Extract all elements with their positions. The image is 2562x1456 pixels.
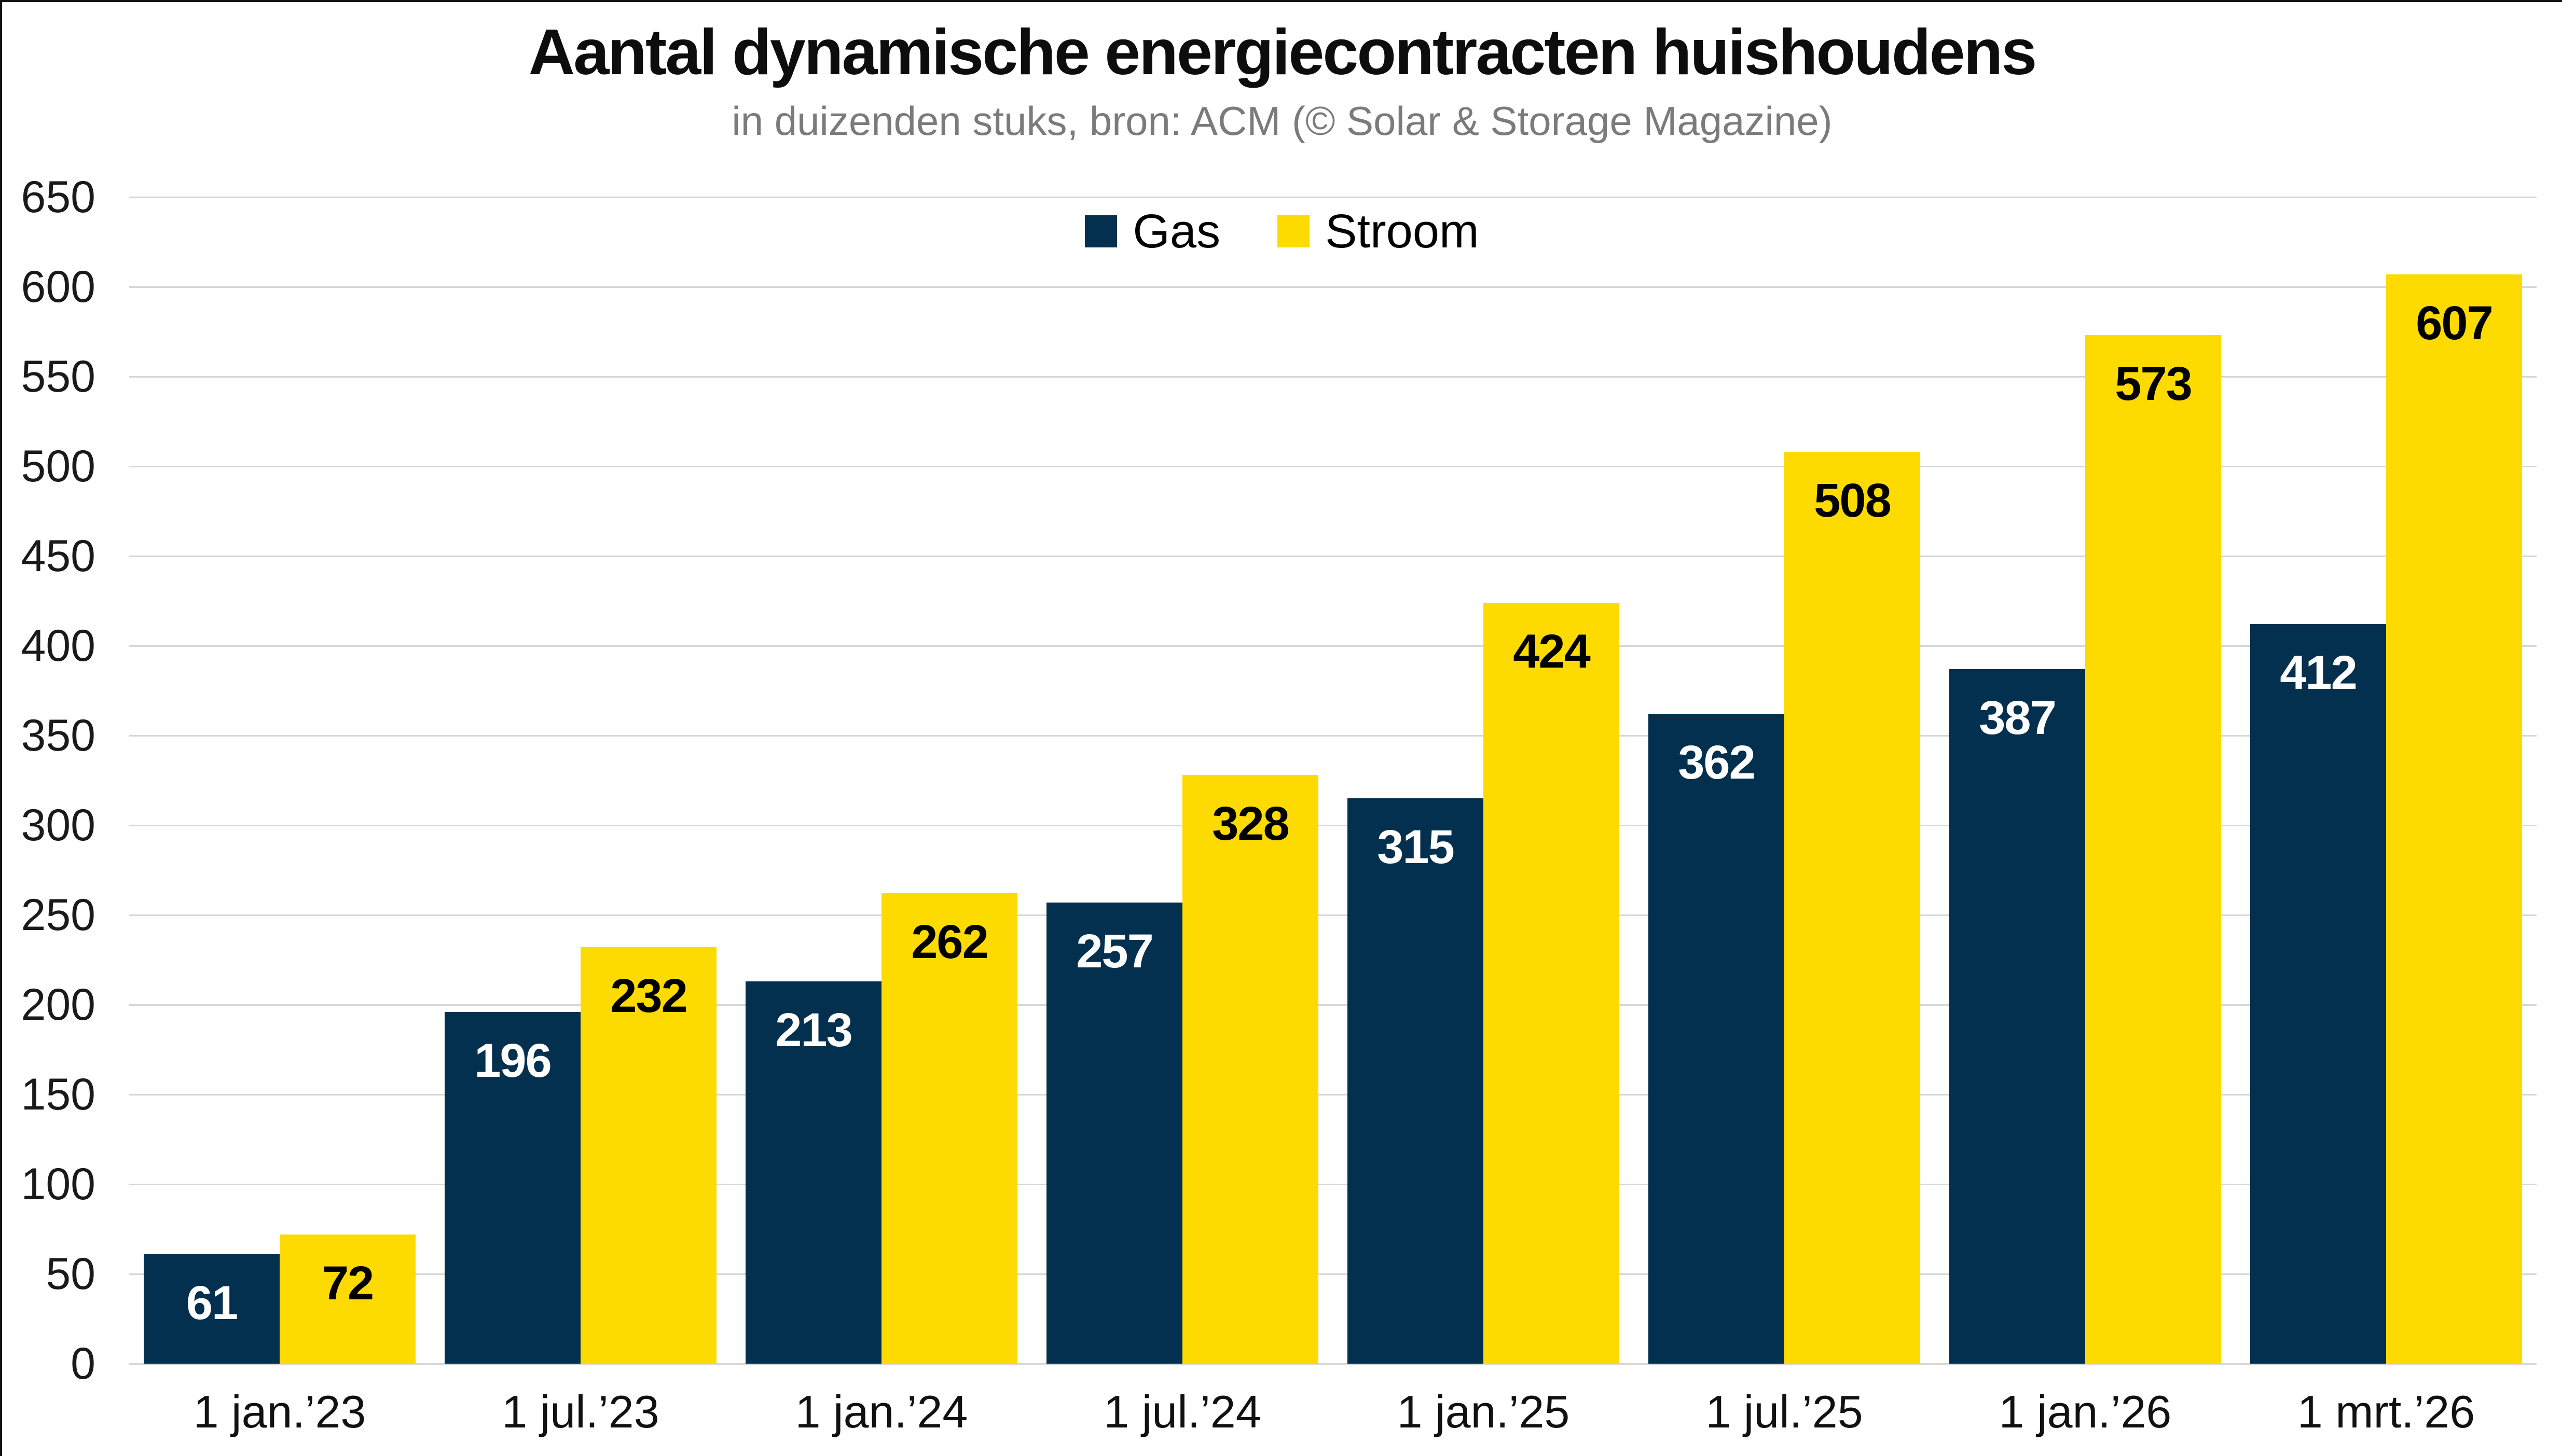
bar-value-label: 196	[474, 1034, 552, 1087]
bar-value-label: 257	[1076, 924, 1154, 978]
gridline	[129, 555, 2537, 557]
bar-gas	[144, 1254, 280, 1364]
bar-value-label: 424	[1513, 625, 1591, 678]
bar-value-label: 61	[186, 1276, 238, 1329]
bar-gas	[1648, 714, 1784, 1364]
y-tick-label: 450	[21, 531, 96, 581]
y-tick-label: 350	[21, 711, 96, 760]
gas-color-swatch	[1085, 215, 1118, 247]
bar-value-label: 315	[1377, 821, 1455, 874]
x-tick-label: 1 jul.’25	[1705, 1386, 1863, 1437]
y-tick-label: 200	[21, 980, 96, 1030]
bar-stroom	[881, 893, 1017, 1364]
bar-stroom	[1784, 452, 1920, 1364]
bar-gas	[1046, 902, 1182, 1364]
gridline	[129, 734, 2537, 737]
gridline	[129, 645, 2537, 647]
gridline	[129, 1183, 2537, 1185]
x-tick-label: 1 jan.’26	[1999, 1386, 2172, 1437]
bar-gas	[445, 1011, 581, 1364]
bar-value-label: 412	[2280, 646, 2358, 700]
x-tick-label: 1 jan.’24	[795, 1386, 968, 1437]
legend-label-stroom: Stroom	[1325, 205, 1479, 258]
gridline	[129, 914, 2537, 916]
bar-value-label: 387	[1979, 691, 2057, 744]
y-tick-label: 600	[21, 262, 96, 312]
bar-stroom	[2386, 274, 2522, 1364]
chart-legend: Gas Stroom	[2, 205, 2562, 257]
bar-stroom	[2085, 335, 2221, 1364]
gridline	[129, 376, 2537, 378]
x-tick-label: 1 jan.’25	[1397, 1386, 1570, 1437]
gridline	[129, 1004, 2537, 1006]
bar-stroom	[1483, 602, 1619, 1364]
bar-value-label: 607	[2416, 296, 2494, 350]
gridline	[129, 196, 2537, 198]
bar-gas	[1949, 669, 2085, 1364]
gridline	[129, 1363, 2537, 1365]
bar-value-label: 573	[2115, 357, 2193, 411]
gridline	[129, 286, 2537, 288]
bar-stroom	[1182, 775, 1318, 1364]
gridline	[129, 1093, 2537, 1096]
y-tick-label: 650	[21, 172, 96, 222]
y-tick-label: 550	[21, 352, 96, 401]
bar-value-label: 232	[610, 969, 688, 1023]
bar-value-label: 328	[1212, 797, 1290, 851]
bar-value-label: 72	[322, 1256, 374, 1310]
gridline	[129, 1273, 2537, 1275]
gridline	[129, 465, 2537, 467]
y-tick-label: 250	[21, 890, 96, 940]
chart-subtitle: in duizenden stuks, bron: ACM (© Solar &…	[732, 98, 1833, 144]
y-tick-label: 500	[21, 441, 96, 491]
bar-value-label: 508	[1814, 474, 1892, 528]
bar-gas	[746, 981, 881, 1364]
legend-label-gas: Gas	[1133, 205, 1221, 258]
x-tick-label: 1 mrt.’26	[2297, 1386, 2475, 1437]
x-tick-label: 1 jan.’23	[193, 1386, 366, 1437]
y-tick-label: 300	[21, 800, 96, 850]
gridline	[129, 824, 2537, 826]
bar-gas	[2250, 624, 2386, 1364]
legend-item-stroom: Stroom	[1277, 205, 1479, 257]
legend-item-gas: Gas	[1085, 205, 1220, 257]
y-tick-label: 50	[46, 1249, 95, 1299]
x-tick-label: 1 jul.’23	[502, 1386, 659, 1437]
y-tick-label: 400	[21, 621, 96, 671]
bar-value-label: 362	[1678, 736, 1756, 789]
bar-gas	[1347, 798, 1483, 1364]
y-tick-label: 150	[21, 1070, 96, 1119]
y-tick-label: 0	[71, 1339, 95, 1389]
bar-stroom	[280, 1234, 416, 1364]
bar-stroom	[581, 947, 717, 1364]
bar-value-label: 213	[775, 1004, 853, 1057]
y-tick-label: 100	[21, 1159, 96, 1209]
x-tick-label: 1 jul.’24	[1104, 1386, 1261, 1437]
stroom-color-swatch	[1277, 215, 1310, 247]
chart-title: Aantal dynamische energiecontracten huis…	[528, 17, 2037, 88]
bar-value-label: 262	[911, 916, 989, 969]
